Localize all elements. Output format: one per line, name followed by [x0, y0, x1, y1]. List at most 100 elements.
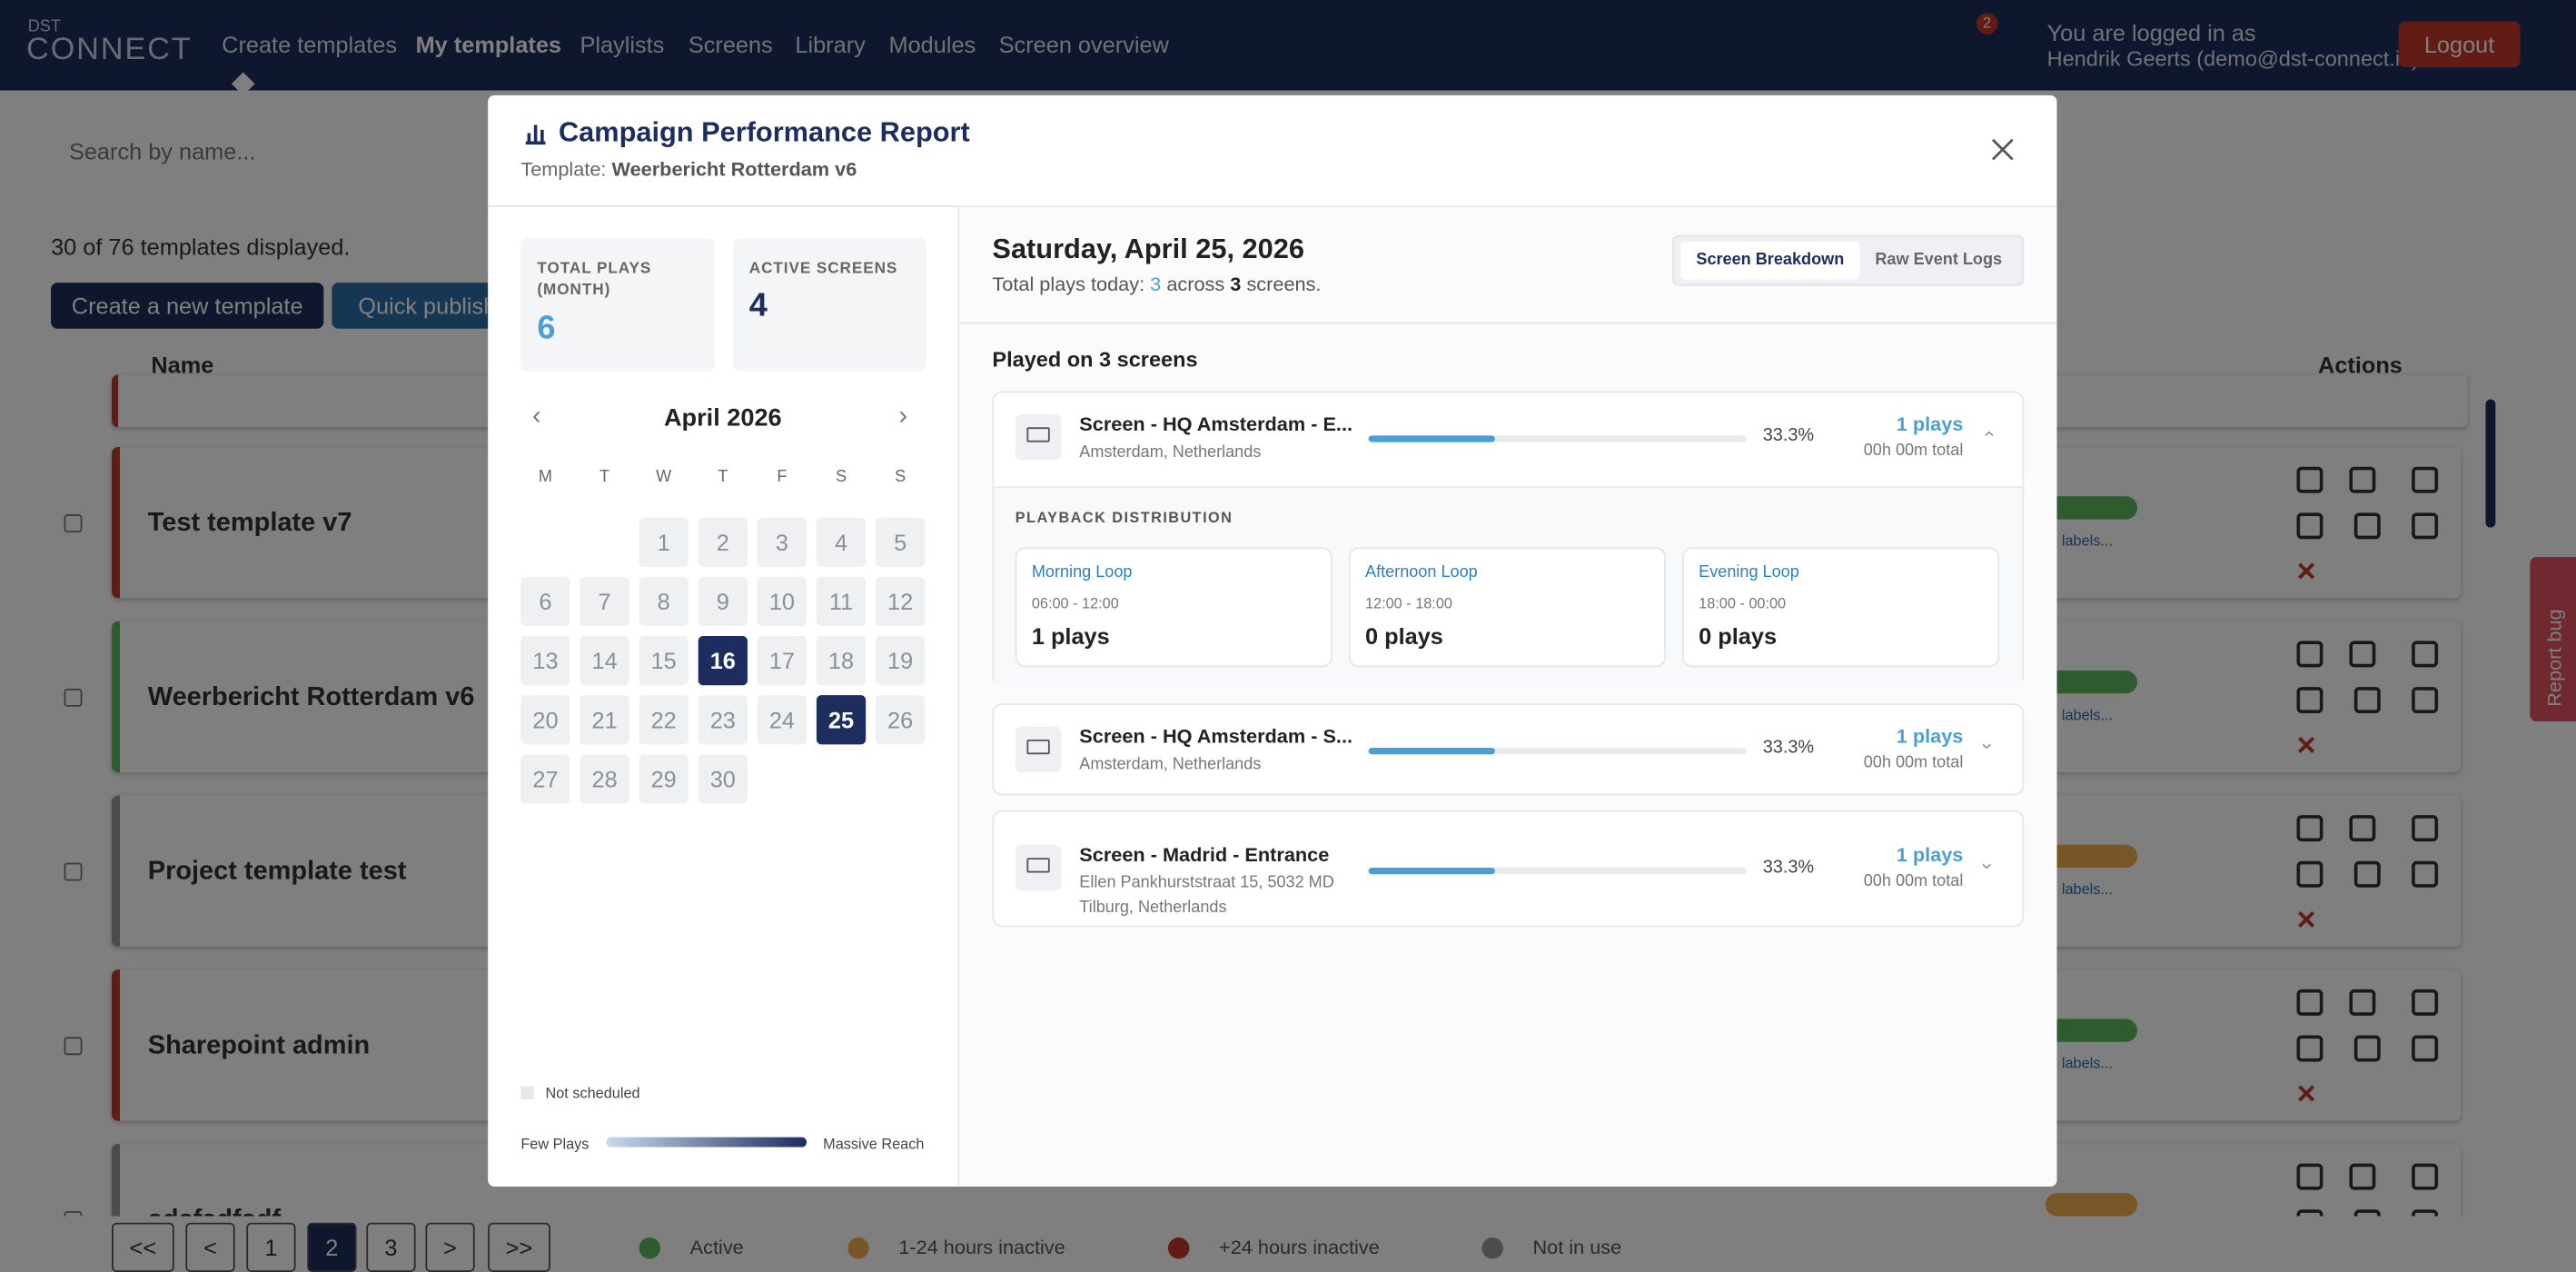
modal-title: Campaign Performance Report — [558, 116, 970, 148]
prev-month[interactable]: ‹ — [532, 402, 541, 431]
date-title: Saturday, April 25, 2026 — [992, 233, 1304, 265]
loop-card — [1682, 547, 2000, 668]
calendar-day[interactable]: 28 — [580, 754, 629, 804]
stat-label: TOTAL PLAYS (MONTH) — [537, 259, 652, 300]
calendar-day[interactable]: 5 — [876, 517, 926, 568]
right-panel — [959, 206, 2057, 1187]
calendar-day[interactable]: 23 — [698, 695, 748, 745]
legend-gradient — [606, 1137, 807, 1148]
screen-icon-box — [1015, 726, 1062, 773]
calendar-day[interactable]: 30 — [698, 754, 748, 804]
tab-active[interactable]: Screen Breakdown — [1680, 241, 1860, 280]
loop-card — [1348, 547, 1666, 668]
weekday: S — [835, 468, 847, 487]
calendar-day[interactable]: 22 — [639, 695, 689, 745]
share-label: 33.3% — [1762, 425, 1815, 446]
weekday: T — [599, 468, 610, 487]
calendar-day[interactable]: 4 — [816, 517, 867, 568]
share-label: 33.3% — [1762, 857, 1815, 877]
calendar-day[interactable]: 20 — [520, 695, 570, 745]
plays: 1 plays — [1896, 412, 1964, 436]
calendar-day[interactable]: 11 — [816, 576, 867, 627]
share-label: 33.3% — [1762, 738, 1815, 758]
calendar-day[interactable]: 26 — [876, 695, 926, 745]
month-title: April 2026 — [663, 403, 782, 432]
share-track — [1368, 867, 1747, 874]
plays: 1 plays — [1896, 842, 1964, 867]
calendar-day[interactable]: 25 — [816, 695, 867, 745]
loop-time: 12:00 - 18:00 — [1365, 594, 1452, 611]
plays: 1 plays — [1896, 724, 1964, 748]
stat-card — [732, 238, 927, 372]
calendar-day[interactable]: 29 — [639, 754, 689, 804]
share-track — [1368, 747, 1747, 755]
weekday: T — [718, 468, 728, 487]
divider — [959, 322, 2057, 324]
screen-name: Screen - Madrid - Entrance — [1079, 842, 1330, 867]
tab[interactable]: Raw Event Logs — [1875, 251, 2003, 270]
chevron[interactable]: › — [1976, 430, 2000, 438]
screen-name: Screen - HQ Amsterdam - E... — [1079, 412, 1353, 436]
calendar-day[interactable]: 21 — [580, 695, 629, 745]
calendar-day[interactable]: 8 — [639, 576, 689, 627]
chart-icon — [525, 124, 546, 145]
calendar-day[interactable]: 18 — [816, 636, 867, 686]
calendar-day[interactable]: 9 — [698, 576, 748, 627]
template-label: Template: Weerbericht Rotterdam v6 — [520, 158, 857, 181]
screen-icon — [1026, 858, 1050, 873]
loop-time: 18:00 - 00:00 — [1699, 594, 1787, 611]
screen-icon — [1026, 739, 1050, 755]
divider — [957, 206, 960, 1187]
screen-name: Screen - HQ Amsterdam - S... — [1079, 724, 1353, 748]
summary-suffix: screens. — [1246, 273, 1322, 296]
chevron[interactable]: › — [1976, 742, 2000, 750]
screen-icon-box — [1015, 844, 1062, 891]
weekday: F — [777, 468, 788, 487]
loop-plays: 1 plays — [1031, 622, 1110, 650]
template-label-text: Template: — [520, 157, 607, 181]
stat-label: ACTIVE SCREENS — [748, 259, 898, 278]
summary-prefix: Total plays today: — [992, 273, 1145, 296]
loop-plays: 0 plays — [1699, 622, 1778, 650]
calendar-day[interactable]: 12 — [876, 576, 926, 627]
screen-location: Tilburg, Netherlands — [1079, 899, 1227, 918]
calendar-day[interactable]: 13 — [520, 636, 570, 686]
template-name: Weerbericht Rotterdam v6 — [611, 157, 857, 181]
calendar-day[interactable]: 24 — [757, 695, 807, 745]
screen-location: Ellen Pankhurststraat 15, 5032 MD — [1079, 874, 1334, 893]
summary-screens: 3 — [1230, 273, 1242, 296]
play-time: 00h 00m total — [1863, 754, 1964, 773]
stat-value: 4 — [748, 287, 768, 324]
calendar-day[interactable]: 27 — [520, 754, 570, 804]
close-button[interactable] — [1991, 138, 2014, 161]
calendar-day[interactable]: 14 — [580, 636, 629, 686]
screen-icon — [1026, 427, 1050, 442]
play-time: 00h 00m total — [1863, 872, 1964, 891]
calendar-day[interactable]: 2 — [698, 517, 748, 568]
calendar-day[interactable]: 15 — [639, 636, 689, 686]
chevron[interactable]: › — [1976, 861, 2000, 869]
calendar-day[interactable]: 16 — [698, 636, 748, 686]
distribution-title: PLAYBACK DISTRIBUTION — [1015, 509, 1234, 526]
modal: Campaign Performance Report Template: We… — [488, 94, 2057, 1187]
weekday: M — [538, 468, 553, 487]
calendar-day[interactable]: 6 — [520, 576, 570, 627]
screen-location: Amsterdam, Netherlands — [1079, 756, 1262, 774]
loop-name: Morning Loop — [1031, 563, 1133, 582]
plays-summary: Total plays today: 3 across 3 screens. — [992, 273, 1321, 295]
legend-low: Few Plays — [520, 1135, 590, 1152]
calendar-day[interactable]: 1 — [639, 517, 689, 568]
calendar-day[interactable]: 7 — [580, 576, 629, 627]
share-bar — [1368, 747, 1495, 755]
weekday: S — [895, 468, 907, 487]
stat-card — [520, 238, 715, 372]
calendar-day[interactable]: 10 — [757, 576, 807, 627]
screen-location: Amsterdam, Netherlands — [1079, 443, 1262, 462]
legend-not-scheduled: Not scheduled — [545, 1084, 640, 1101]
next-month[interactable]: › — [898, 402, 907, 431]
stat-value: 6 — [537, 310, 556, 347]
calendar-day[interactable]: 17 — [757, 636, 807, 686]
calendar-day[interactable]: 3 — [757, 517, 807, 568]
calendar-day[interactable]: 19 — [876, 636, 926, 686]
section-title: Played on 3 screens — [992, 346, 1198, 372]
